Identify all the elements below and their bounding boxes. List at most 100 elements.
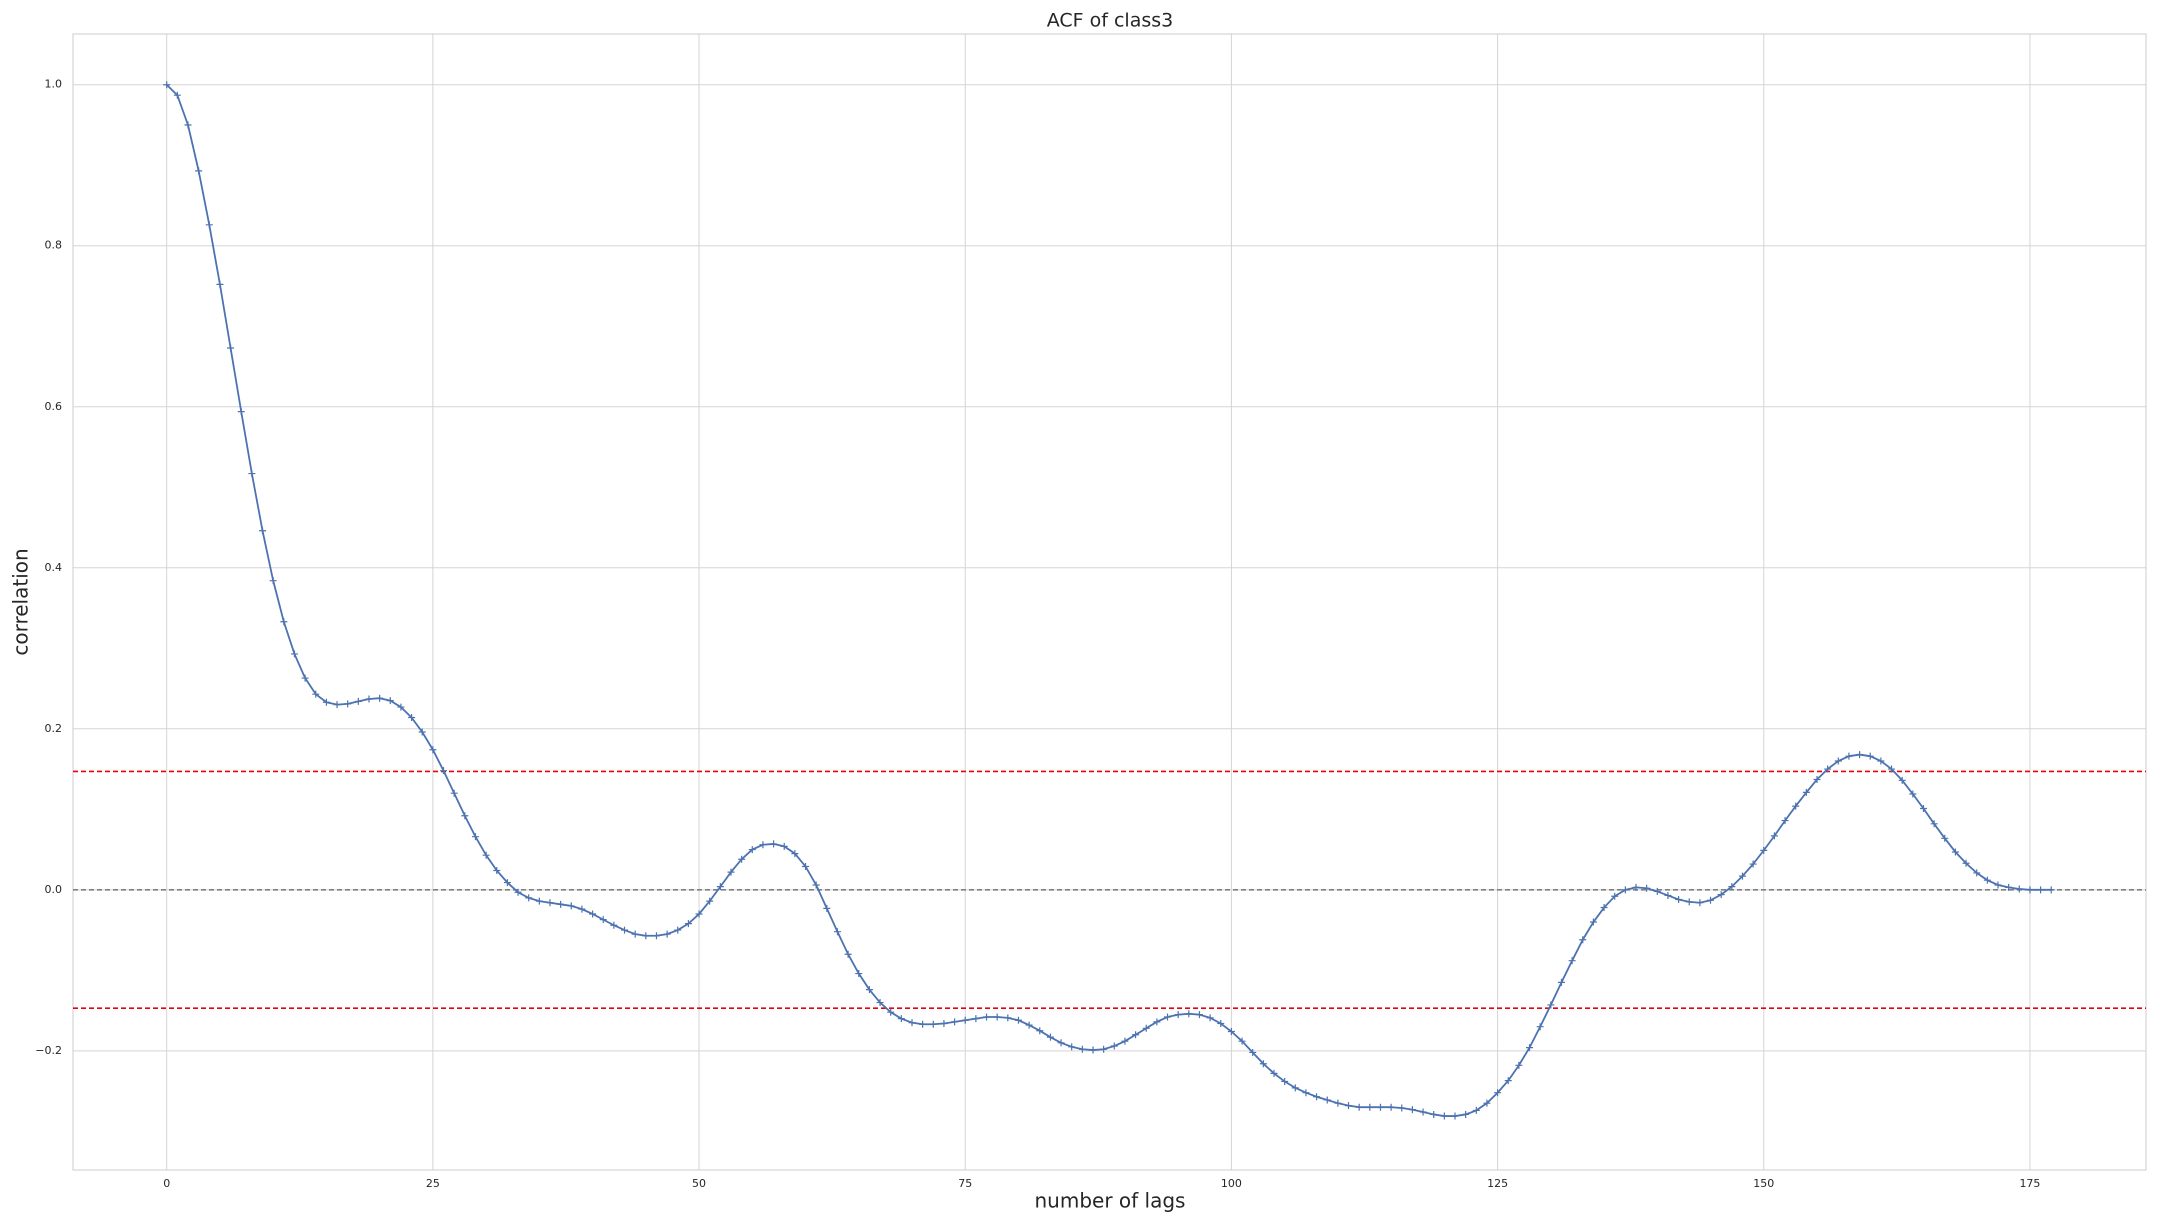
point-marker (429, 746, 437, 754)
point-marker (908, 1019, 916, 1027)
point-marker (1014, 1016, 1022, 1024)
point-marker (1919, 805, 1927, 813)
point-marker (259, 527, 267, 535)
y-tick-label: 0.2 (45, 722, 63, 735)
point-marker (1866, 752, 1874, 760)
point-marker (1440, 1112, 1448, 1120)
point-marker (1675, 895, 1683, 903)
point-marker (493, 867, 501, 875)
point-marker (1142, 1024, 1150, 1032)
point-marker (1132, 1031, 1140, 1039)
point-marker (163, 81, 171, 89)
point-marker (1323, 1096, 1331, 1104)
point-marker (1643, 884, 1651, 892)
point-marker (1951, 848, 1959, 856)
x-tick-label: 25 (426, 1177, 440, 1190)
point-marker (1898, 776, 1906, 784)
point-marker (461, 812, 469, 820)
point-marker (1494, 1089, 1502, 1097)
point-marker (535, 897, 543, 905)
point-marker (610, 921, 618, 929)
x-tick-label: 100 (1221, 1177, 1242, 1190)
point-marker (1994, 881, 2002, 889)
point-marker (546, 899, 554, 907)
point-marker (1110, 1042, 1118, 1050)
point-marker (695, 910, 703, 918)
point-marker (1355, 1103, 1363, 1111)
x-axis-label: number of lags (1035, 1189, 1186, 1213)
point-marker (1877, 757, 1885, 765)
y-axis-label: correlation (9, 548, 33, 655)
point-marker (951, 1018, 959, 1026)
point-marker (1664, 891, 1672, 899)
point-marker (1589, 918, 1597, 926)
point-marker (1068, 1043, 1076, 1051)
point-marker (1909, 790, 1917, 798)
point-marker (599, 916, 607, 924)
point-marker (1738, 872, 1746, 880)
point-marker (333, 701, 341, 709)
point-marker (1057, 1039, 1065, 1047)
point-marker (1504, 1077, 1512, 1085)
point-marker (471, 833, 479, 841)
point-marker (503, 879, 511, 887)
point-marker (514, 888, 522, 896)
point-marker (993, 1013, 1001, 1021)
point-marker (2026, 886, 2034, 894)
point-marker (1770, 832, 1778, 840)
point-marker (525, 894, 533, 902)
point-marker (589, 910, 597, 918)
point-marker (344, 700, 352, 708)
point-marker (1281, 1077, 1289, 1085)
point-marker (301, 674, 309, 682)
point-marker (1813, 776, 1821, 784)
point-marker (791, 850, 799, 858)
point-marker (1376, 1103, 1384, 1111)
point-marker (1579, 936, 1587, 944)
acf-line (166, 84, 2052, 1117)
point-marker (1962, 859, 1970, 867)
point-marker (1217, 1019, 1225, 1027)
y-tick-label: 0.8 (45, 239, 63, 252)
point-marker (1941, 834, 1949, 842)
point-marker (1888, 765, 1896, 773)
point-marker (812, 881, 820, 889)
point-marker (1526, 1044, 1534, 1052)
point-marker (1195, 1011, 1203, 1019)
y-tick-label: −0.2 (35, 1044, 62, 1057)
point-marker (1259, 1060, 1267, 1068)
point-marker (1345, 1102, 1353, 1110)
point-marker (876, 999, 884, 1007)
point-marker (2005, 883, 2013, 891)
point-marker (642, 932, 650, 940)
point-marker (983, 1013, 991, 1021)
x-tick-label: 150 (1753, 1177, 1774, 1190)
point-marker (1302, 1089, 1310, 1097)
point-marker (408, 714, 416, 722)
point-marker (961, 1016, 969, 1024)
point-marker (1568, 957, 1576, 965)
point-marker (1792, 802, 1800, 810)
point-marker (1249, 1048, 1257, 1056)
point-marker (738, 855, 746, 863)
point-marker (865, 986, 873, 994)
point-marker (312, 690, 320, 698)
point-marker (940, 1019, 948, 1027)
point-marker (855, 970, 863, 978)
point-marker (1472, 1106, 1480, 1114)
point-marker (184, 121, 192, 129)
point-marker (1153, 1018, 1161, 1026)
point-marker (280, 618, 288, 626)
point-marker (1621, 886, 1629, 894)
point-marker (1387, 1103, 1395, 1111)
x-tick-label: 125 (1487, 1177, 1508, 1190)
point-marker (195, 167, 203, 175)
x-tick-label: 175 (2019, 1177, 2040, 1190)
point-marker (663, 930, 671, 938)
point-marker (919, 1020, 927, 1028)
point-marker (1238, 1037, 1246, 1045)
point-marker (1164, 1013, 1172, 1021)
point-marker (450, 789, 458, 797)
point-marker (227, 344, 235, 352)
